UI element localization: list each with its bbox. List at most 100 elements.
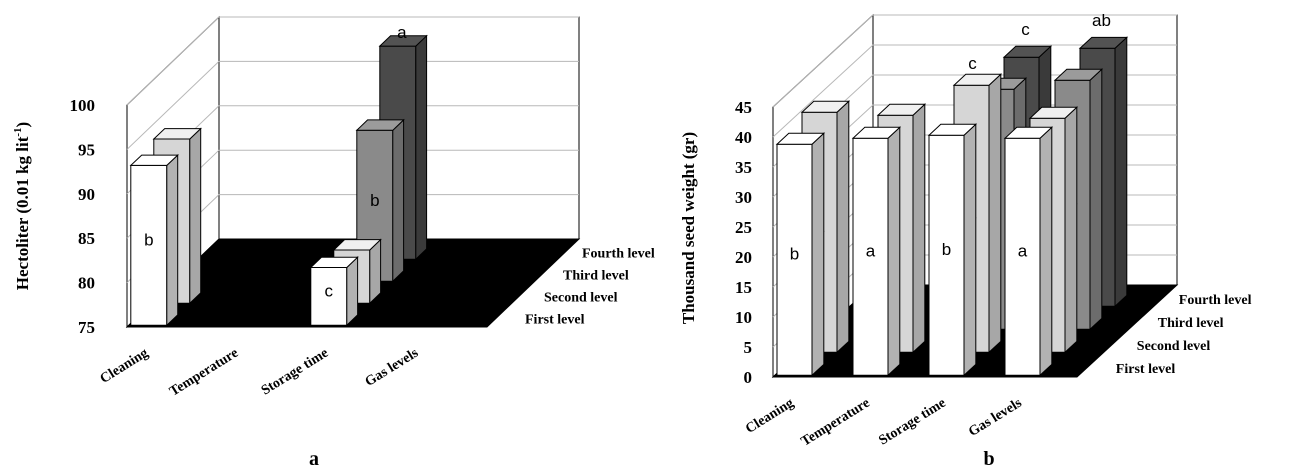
x-category-label: Temperature (167, 346, 241, 400)
bar-temperature-level-1: a (851, 126, 902, 377)
bar-top-face (1053, 68, 1104, 81)
grid-line (772, 14, 1177, 108)
bar-side-face (189, 127, 202, 305)
y-tick-label: 100 (70, 96, 96, 115)
level-label: Third level (1158, 316, 1224, 331)
bar-top-face (355, 119, 405, 131)
y-tick-label: 95 (78, 140, 95, 159)
bar-side-face (836, 100, 850, 354)
bar-storage-time-level-3: b (355, 118, 405, 283)
bar-top-face (378, 35, 428, 47)
y-tick-label: 0 (744, 368, 753, 387)
x-category-label: Storage time (876, 396, 948, 449)
significance-label: a (1018, 242, 1028, 261)
level-label: Fourth level (1179, 293, 1252, 308)
level-label: Fourth level (582, 246, 655, 261)
bar-side-face (369, 238, 382, 305)
chart-a-x-categories: Cleaning Temperature Storage time Gas level… (98, 345, 422, 399)
y-tick-label: 75 (78, 318, 95, 337)
bar-top-face (927, 123, 978, 136)
y-tick-label: 40 (735, 128, 752, 147)
bar-top-face (876, 103, 927, 116)
y-tick-label: 85 (78, 229, 95, 248)
bar-side-face (1089, 68, 1103, 331)
y-tick-label: 15 (735, 278, 752, 297)
y-tick-label: 10 (735, 308, 752, 327)
chart-a-panel-label: a (309, 448, 319, 470)
y-tick-label: 90 (78, 185, 95, 204)
chart-b-y-ticks: 0 5 10 15 20 25 30 35 40 45 (735, 98, 752, 387)
grid-line (772, 44, 1177, 138)
level-label: Third level (563, 268, 629, 283)
level-label: Second level (1137, 339, 1211, 354)
bar-side-face (1039, 126, 1053, 377)
bar-top-face (851, 126, 902, 139)
bar-storage-time-level-1: b (927, 123, 978, 377)
significance-label: c (968, 54, 977, 73)
y-tick-label: 80 (78, 274, 95, 293)
chart-b-x-categories: Cleaning Temperature Storage time Gas level… (743, 395, 1025, 449)
bar-top-face (775, 132, 826, 145)
bar-cleaning-level-1: b (129, 153, 179, 327)
level-label: Second level (544, 290, 618, 305)
y-tick-label: 5 (744, 338, 753, 357)
bar-side-face (1064, 106, 1078, 354)
significance-label: ab (1092, 11, 1111, 30)
bar-top-face (1028, 106, 1079, 119)
chart-a-y-ticks: 75 80 85 90 95 100 (70, 96, 96, 337)
bar-side-face (166, 153, 179, 327)
grid-line (126, 16, 579, 106)
x-category-label: Gas levels (363, 345, 422, 390)
chart-a-y-axis-label: Hectoliter (0.01 kg lit-1) (12, 122, 32, 290)
bar-top-face (1078, 36, 1129, 49)
bar-top-face (332, 239, 382, 251)
x-category-label: Cleaning (743, 396, 796, 437)
chart-a-depth-legend: First level Second level Third level Fourth… (525, 246, 655, 327)
bar-gas-levels-level-1: a (1003, 126, 1054, 377)
bar-storage-time-level-1: c (309, 256, 359, 327)
bar-side-face (415, 34, 428, 261)
bar-side-face (1114, 36, 1128, 308)
y-tick-label: 35 (735, 158, 752, 177)
x-category-label: Cleaning (98, 346, 151, 387)
bar-top-face (952, 73, 1003, 86)
bar-cleaning-level-1: b (775, 132, 826, 377)
chart-a-bars: abacbc (129, 23, 428, 327)
level-label: First level (1116, 362, 1176, 377)
significance-label: a (397, 23, 407, 42)
bar-top-face (1002, 45, 1053, 58)
significance-label: a (866, 242, 876, 261)
bar-side-face (346, 256, 359, 327)
bar-side-face (912, 103, 926, 354)
bar-side-face (988, 73, 1002, 354)
x-category-label: Storage time (259, 346, 331, 399)
x-category-label: Gas levels (966, 395, 1025, 440)
bar-side-face (392, 118, 405, 283)
chart-b-y-axis-label: Thousand seed weight (gr) (679, 132, 698, 324)
grid-line (126, 60, 579, 150)
significance-label: c (325, 281, 334, 300)
y-tick-label: 20 (735, 248, 752, 267)
y-tick-label: 30 (735, 188, 752, 207)
y-tick-label: 45 (735, 98, 752, 117)
significance-label: b (144, 230, 153, 249)
bar-side-face (811, 132, 825, 377)
bar-top-face (309, 256, 359, 268)
bar-top-face (152, 128, 202, 140)
bar-side-face (963, 123, 977, 377)
chart-b-panel-label: b (983, 448, 994, 470)
bar-top-face (1003, 126, 1054, 139)
x-category-label: Temperature (799, 396, 873, 450)
chart-b-bars: cabcaababbaba (775, 11, 1129, 377)
bar-top-face (800, 100, 851, 113)
bar-side-face (887, 126, 901, 377)
chart-b-depth-legend: First level Second level Third level Fourth… (1116, 293, 1252, 377)
y-tick-label: 25 (735, 218, 752, 237)
significance-label: b (370, 191, 379, 210)
significance-label: c (1021, 20, 1030, 39)
level-label: First level (525, 312, 585, 327)
significance-label: b (790, 245, 799, 264)
